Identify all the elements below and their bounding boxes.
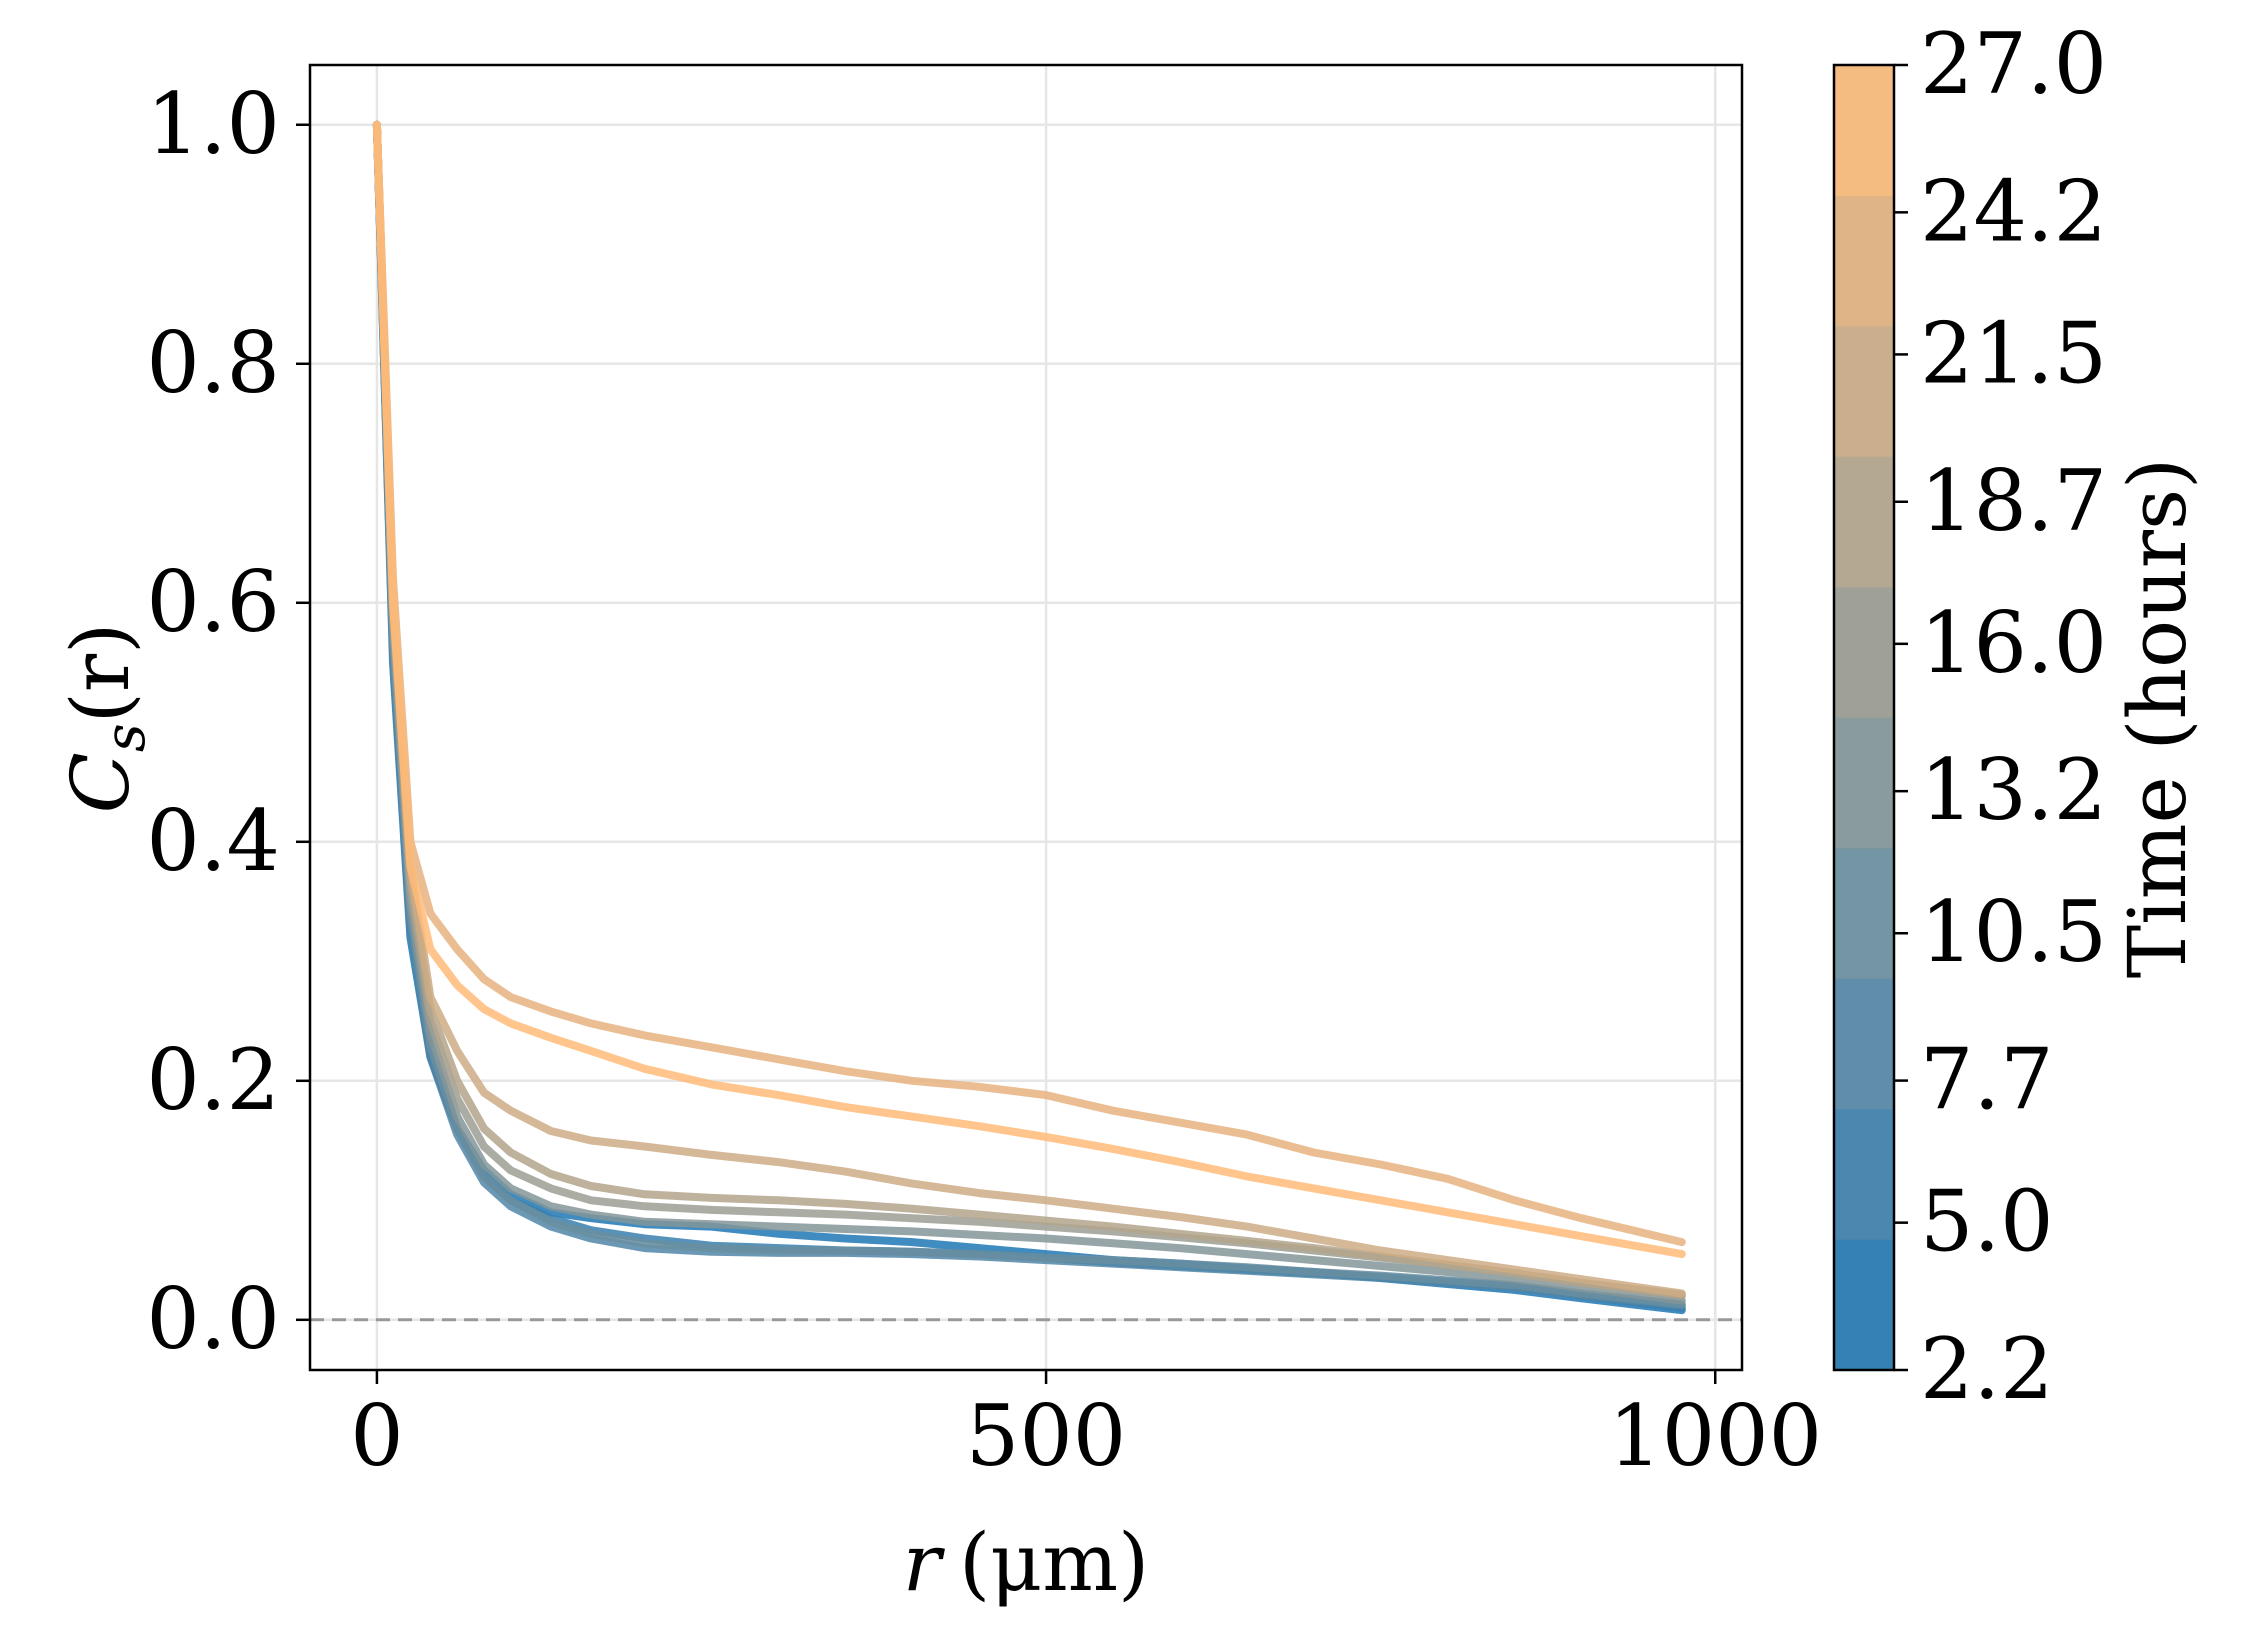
colorbar-segment xyxy=(1834,195,1894,327)
colorbar-tick-label: 10.5 xyxy=(1920,883,2107,981)
series-line-t=13.2h xyxy=(372,120,1686,1305)
grid xyxy=(310,65,1742,1370)
colorbar-tick-label: 2.2 xyxy=(1920,1320,2054,1418)
series-line-t=27.0h xyxy=(372,120,1686,1259)
y-tick-label: 0.0 xyxy=(146,1270,280,1368)
colorbar-segment xyxy=(1834,587,1894,718)
series-line-t=7.7h xyxy=(372,120,1686,1310)
y-tick-label: 0.2 xyxy=(146,1031,280,1129)
x-tick-label: 0 xyxy=(350,1387,403,1485)
colorbar-segment xyxy=(1834,1109,1894,1240)
y-axis-label: Cs(r) xyxy=(54,623,158,814)
series-line-t=10.5h xyxy=(372,120,1686,1309)
colorbar-tick-label: 24.2 xyxy=(1920,162,2107,260)
series-line-t=18.7h xyxy=(372,120,1686,1299)
series-line-t=21.5h xyxy=(372,120,1686,1298)
y-axis: 0.0 0.2 0.4 0.6 0.8 1.0 xyxy=(146,75,310,1368)
x-axis: 0 500 1000 xyxy=(350,1370,1822,1485)
colorbar-label: Time (hours) xyxy=(2111,458,2204,979)
plot-frame xyxy=(308,63,1744,1372)
colorbar-frame xyxy=(1832,63,1896,1372)
colorbar-segment xyxy=(1834,717,1894,849)
colorbar-tick-label: 21.5 xyxy=(1920,304,2107,402)
y-tick-label: 1.0 xyxy=(146,75,280,173)
colorbar-segment xyxy=(1834,1239,1894,1371)
series-layer xyxy=(372,120,1686,1315)
y-tick-label: 0.4 xyxy=(146,792,280,890)
colorbar xyxy=(1834,65,1894,1371)
colorbar-tick-label: 13.2 xyxy=(1920,741,2107,839)
colorbar-segment xyxy=(1834,326,1894,457)
y-tick-label: 0.8 xyxy=(146,314,280,412)
series-line-t=16.0h xyxy=(372,120,1686,1300)
y-tick-label: 0.6 xyxy=(146,553,280,651)
colorbar-ticks: 2.2 5.0 7.7 10.5 13.2 16.0 18.7 21.5 24.2 27.0 xyxy=(1894,15,2107,1418)
colorbar-segment xyxy=(1834,978,1894,1110)
colorbar-tick-label: 5.0 xyxy=(1920,1173,2054,1271)
colorbar-segment xyxy=(1834,65,1894,196)
colorbar-segment xyxy=(1834,848,1894,979)
colorbar-tick-label: 16.0 xyxy=(1920,594,2107,692)
x-tick-label: 500 xyxy=(966,1387,1126,1485)
x-tick-label: 1000 xyxy=(1608,1387,1822,1485)
x-axis-label: r (μm) xyxy=(903,1516,1150,1609)
colorbar-tick-label: 7.7 xyxy=(1920,1031,2054,1129)
colorbar-segment xyxy=(1834,456,1894,588)
colorbar-tick-label: 27.0 xyxy=(1920,15,2107,113)
series-line-t=24.2h xyxy=(372,120,1686,1247)
colorbar-tick-label: 18.7 xyxy=(1920,452,2107,550)
